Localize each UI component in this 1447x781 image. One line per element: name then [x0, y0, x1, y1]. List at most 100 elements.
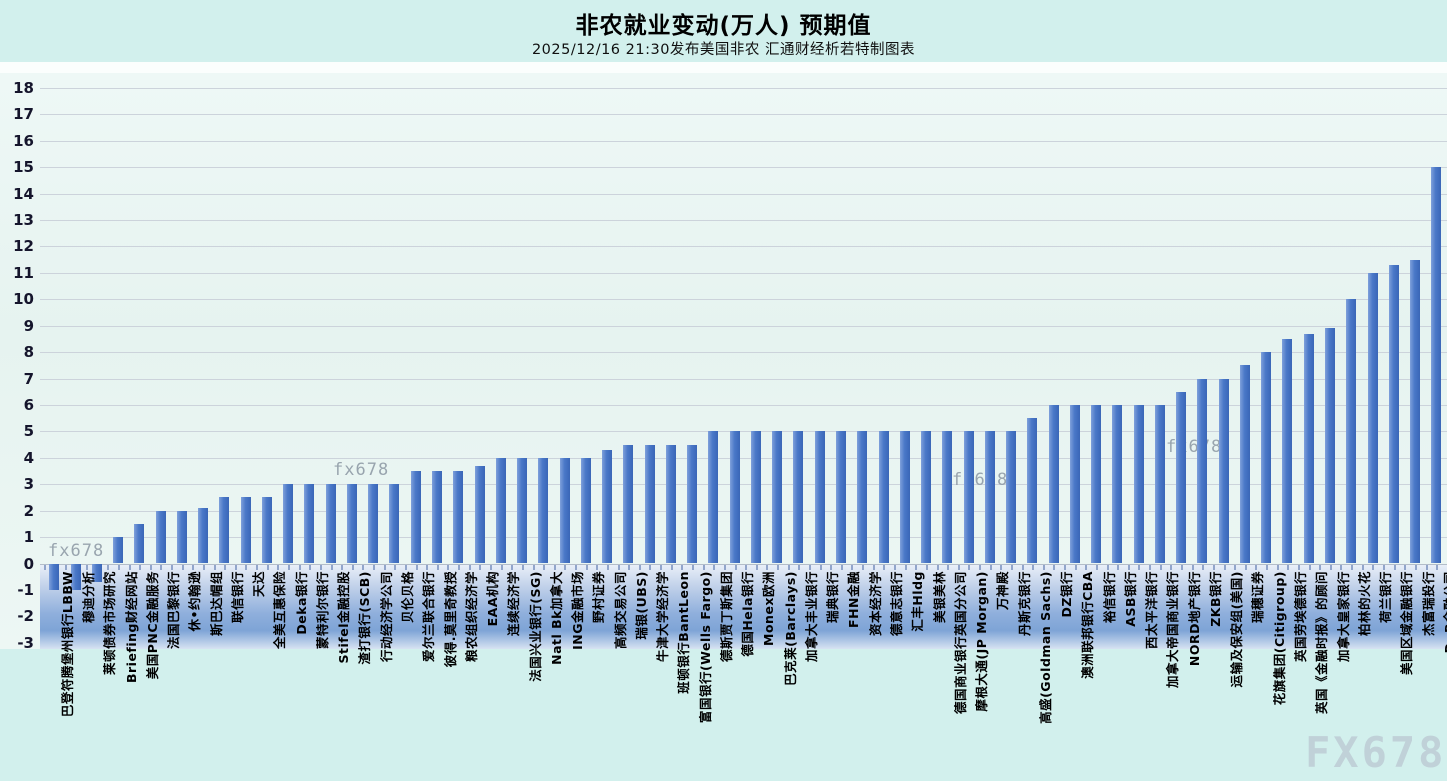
x-axis-tick	[893, 564, 896, 570]
x-axis-tick	[819, 564, 822, 570]
x-axis-tick	[383, 564, 386, 570]
bar	[474, 465, 485, 564]
x-axis-tick	[181, 564, 184, 570]
x-axis-tick	[149, 564, 152, 570]
gridline	[40, 246, 1447, 248]
x-axis-category-label: 西太平洋银行	[1144, 570, 1160, 649]
x-axis-tick	[660, 564, 663, 570]
x-axis-tick	[1287, 564, 1290, 570]
x-axis-tick	[1340, 564, 1343, 570]
x-axis-tick	[1404, 564, 1407, 570]
bar	[984, 431, 995, 564]
x-axis-tick	[628, 564, 631, 570]
bar	[772, 431, 783, 564]
bar	[878, 431, 889, 564]
x-axis-category-label: 美国区域金融银行	[1399, 570, 1415, 675]
x-axis-category-label: EAA机构	[485, 570, 501, 626]
x-axis-category-label: 德国Hela银行	[740, 570, 756, 657]
x-axis-tick	[298, 564, 301, 570]
gridline	[40, 457, 1447, 459]
x-axis-tick	[713, 564, 716, 570]
x-axis-tick	[1297, 564, 1300, 570]
x-axis-tick	[277, 564, 280, 570]
x-axis-tick	[755, 564, 758, 570]
x-axis-category-label: 连续经济学	[506, 570, 522, 636]
x-axis-category-label: 加拿大帝国商业银行	[1165, 570, 1181, 688]
x-axis-tick	[1095, 564, 1098, 570]
x-axis-category-label: 爱尔兰联合银行	[421, 570, 437, 662]
bar	[517, 457, 528, 564]
gridline	[40, 510, 1447, 512]
x-axis-tick	[989, 564, 992, 570]
bar	[1091, 404, 1102, 564]
x-axis-tick	[117, 564, 120, 570]
x-axis-tick	[202, 564, 205, 570]
bar	[304, 484, 315, 564]
bar	[602, 449, 613, 564]
x-axis-tick	[64, 564, 67, 570]
x-axis-tick	[1117, 564, 1120, 570]
x-axis-category-label: 联信银行	[229, 570, 245, 623]
bar	[176, 510, 187, 564]
x-axis-tick	[543, 564, 546, 570]
x-axis-tick	[234, 564, 237, 570]
bar	[623, 444, 634, 564]
bar	[665, 444, 676, 564]
x-axis-tick	[553, 564, 556, 570]
x-axis-category-label: 休•约翰逊	[187, 570, 203, 632]
x-axis-tick	[585, 564, 588, 570]
bar	[1303, 333, 1314, 564]
watermark-small: fx678	[48, 541, 105, 561]
x-axis-tick	[107, 564, 110, 570]
x-axis-category-label: 裕信银行	[1101, 570, 1117, 623]
bar	[835, 431, 846, 564]
x-axis-tick	[1425, 564, 1428, 570]
y-axis-tick-label: 4	[23, 448, 34, 467]
bar	[1218, 378, 1229, 564]
y-axis-tick-label: 9	[23, 316, 34, 335]
x-axis-category-label: 德斯贾丁斯集团	[718, 570, 734, 662]
x-axis-category-label: 野村证券	[591, 570, 607, 623]
x-axis-category-label: 德国商业银行英国分公司	[952, 570, 968, 714]
gridline	[40, 87, 1447, 89]
bar	[814, 431, 825, 564]
x-axis-tick	[330, 564, 333, 570]
y-axis-tick-label: -3	[17, 633, 34, 652]
x-axis-category-label: 运输及保安组(美国)	[1229, 570, 1245, 687]
x-axis-category-label: 巴登符腾堡州银行LBBW	[59, 570, 75, 717]
chart-subtitle: 2025/12/16 21:30发布美国非农 汇通财经析若特制图表	[531, 42, 916, 58]
bar	[219, 497, 230, 564]
bar	[134, 523, 145, 564]
y-axis-tick-label: 6	[23, 395, 34, 414]
x-axis-tick	[1319, 564, 1322, 570]
x-axis-tick	[1127, 564, 1130, 570]
x-axis-tick	[1255, 564, 1258, 570]
x-axis-tick	[830, 564, 833, 570]
gridline	[40, 325, 1447, 327]
x-axis-tick	[362, 564, 365, 570]
x-axis-category-label: 花旗集团(Citigroup)	[1271, 570, 1287, 705]
x-axis-tick	[617, 564, 620, 570]
x-axis-tick	[1308, 564, 1311, 570]
x-axis-tick	[1010, 564, 1013, 570]
x-axis-category-label: 柏林的火花	[1356, 570, 1372, 636]
x-axis-tick	[872, 564, 875, 570]
bar	[410, 471, 421, 564]
bar	[942, 431, 953, 564]
x-axis-tick	[904, 564, 907, 570]
y-axis-tick-label: 10	[13, 290, 34, 309]
x-axis-tick	[883, 564, 886, 570]
x-axis-tick	[808, 564, 811, 570]
x-axis-tick	[1042, 564, 1045, 570]
x-axis-tick	[490, 564, 492, 570]
x-axis-tick	[43, 564, 46, 570]
x-axis-tick	[245, 564, 248, 570]
bar	[1410, 259, 1421, 564]
x-axis-tick	[1149, 564, 1152, 570]
gridline	[40, 193, 1447, 195]
x-axis-category-label: 英国劳埃德银行	[1292, 570, 1308, 662]
x-axis-category-label: 杰富瑞投行	[1420, 570, 1436, 636]
x-axis-category-label: 加拿大皇家银行	[1335, 570, 1351, 662]
y-axis-tick-label: 2	[23, 501, 34, 520]
x-axis-tick	[1383, 564, 1385, 570]
